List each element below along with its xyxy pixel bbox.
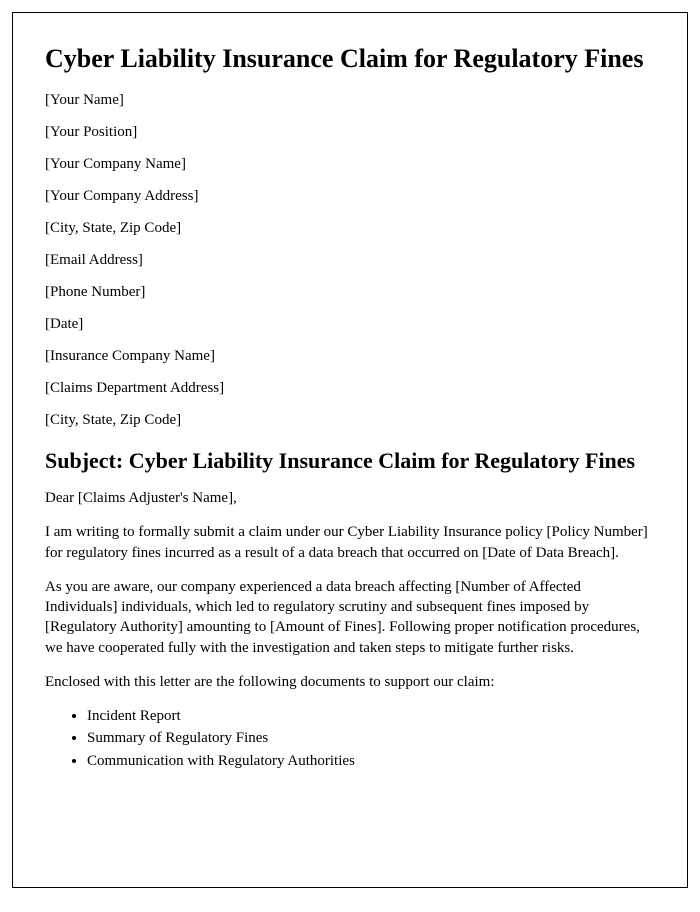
recipient-city-state-zip: [City, State, Zip Code] (45, 412, 655, 429)
body-paragraph-2: As you are aware, our company experience… (45, 577, 655, 658)
subject-line: Subject: Cyber Liability Insurance Claim… (45, 447, 655, 475)
recipient-company: [Insurance Company Name] (45, 348, 655, 365)
document-page: Cyber Liability Insurance Claim for Regu… (12, 12, 688, 888)
sender-company: [Your Company Name] (45, 156, 655, 173)
list-item: Summary of Regulatory Fines (87, 728, 655, 748)
list-item: Communication with Regulatory Authoritie… (87, 751, 655, 771)
sender-name: [Your Name] (45, 92, 655, 109)
letter-date: [Date] (45, 316, 655, 333)
sender-city-state-zip: [City, State, Zip Code] (45, 220, 655, 237)
sender-phone: [Phone Number] (45, 284, 655, 301)
recipient-address: [Claims Department Address] (45, 380, 655, 397)
sender-address: [Your Company Address] (45, 188, 655, 205)
sender-email: [Email Address] (45, 252, 655, 269)
page-title: Cyber Liability Insurance Claim for Regu… (45, 43, 655, 76)
list-item: Incident Report (87, 706, 655, 726)
enclosure-list: Incident Report Summary of Regulatory Fi… (45, 706, 655, 771)
salutation: Dear [Claims Adjuster's Name], (45, 488, 655, 508)
body-paragraph-3: Enclosed with this letter are the follow… (45, 672, 655, 692)
body-paragraph-1: I am writing to formally submit a claim … (45, 522, 655, 563)
sender-position: [Your Position] (45, 124, 655, 141)
